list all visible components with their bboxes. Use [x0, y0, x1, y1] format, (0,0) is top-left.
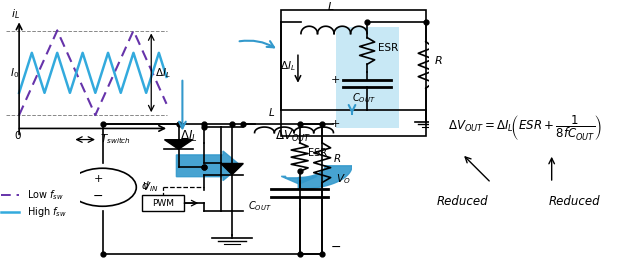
- Text: $V_O$: $V_O$: [336, 173, 351, 186]
- Text: R: R: [333, 154, 340, 164]
- Legend: Low $f_{sw}$, High $f_{sw}$: Low $f_{sw}$, High $f_{sw}$: [0, 185, 70, 223]
- FancyArrow shape: [281, 176, 317, 184]
- Text: $C_{OUT}$: $C_{OUT}$: [352, 92, 376, 105]
- Bar: [335, 27, 399, 128]
- Text: $\Delta I_L$: $\Delta I_L$: [180, 129, 198, 144]
- Text: d: d: [142, 181, 148, 191]
- Text: Reduced: Reduced: [548, 195, 600, 208]
- FancyArrow shape: [177, 151, 241, 181]
- Text: $i_L$: $i_L$: [11, 7, 20, 21]
- Text: +: +: [331, 75, 340, 85]
- Text: PWM: PWM: [152, 198, 174, 208]
- Text: R: R: [435, 56, 443, 66]
- Text: $\Delta V_{OUT} = \Delta I_L\!\left(ESR + \dfrac{1}{8fC_{OUT}}\right)$: $\Delta V_{OUT} = \Delta I_L\!\left(ESR …: [447, 113, 602, 142]
- Text: 0: 0: [14, 131, 20, 141]
- Polygon shape: [221, 163, 243, 175]
- Text: −: −: [331, 241, 341, 254]
- FancyBboxPatch shape: [142, 195, 184, 211]
- Text: +: +: [331, 119, 340, 129]
- Text: ESR: ESR: [308, 148, 327, 158]
- Text: $\Delta I_L$: $\Delta I_L$: [280, 59, 296, 73]
- Text: Reduced: Reduced: [436, 195, 488, 208]
- Text: $I_0$: $I_0$: [10, 66, 19, 80]
- Text: L: L: [328, 2, 334, 12]
- Text: ESR: ESR: [378, 43, 398, 53]
- Text: −: −: [93, 190, 104, 203]
- Text: $T_{switch}$: $T_{switch}$: [100, 133, 131, 147]
- Text: $C_{OUT}$: $C_{OUT}$: [248, 199, 272, 213]
- Polygon shape: [298, 166, 352, 189]
- Text: $\Delta I_L$: $\Delta I_L$: [155, 66, 171, 80]
- Text: $V_{IN}$: $V_{IN}$: [142, 180, 159, 194]
- Circle shape: [68, 168, 136, 206]
- Text: L: L: [269, 108, 275, 118]
- Text: $\Delta V_{OUT}$: $\Delta V_{OUT}$: [275, 129, 311, 144]
- Polygon shape: [164, 140, 193, 149]
- Text: +: +: [93, 174, 103, 184]
